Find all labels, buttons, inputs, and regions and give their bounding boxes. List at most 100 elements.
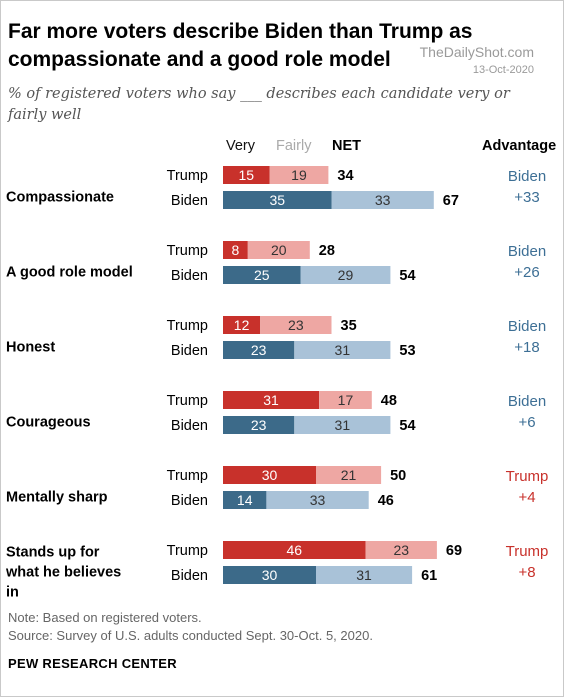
value-trump-fairly-honest: 23 xyxy=(288,317,304,333)
trait-label-compassionate: Compassionate xyxy=(6,190,114,206)
candidate-label-biden: Biden xyxy=(171,418,208,434)
value-trump-very-compassionate: 15 xyxy=(238,167,254,183)
candidate-label-biden: Biden xyxy=(171,268,208,284)
value-trump-very-honest: 12 xyxy=(234,317,250,333)
value-trump-very-a-good-role-model: 8 xyxy=(232,242,240,258)
value-biden-very-mentally-sharp: 14 xyxy=(237,492,253,508)
title-line-2: compassionate and a good role model xyxy=(8,48,391,71)
advantage-value-courageous: +6 xyxy=(518,414,535,431)
advantage-value-stands-up-for-what-he-believes-in: +8 xyxy=(518,564,535,581)
trait-label-stands-up-for-what-he-believes-in: Stands up for xyxy=(6,545,100,561)
value-biden-net-mentally-sharp: 46 xyxy=(378,493,394,509)
advantage-who-mentally-sharp: Trump xyxy=(506,468,549,485)
stacked-bar-chart: Compassionate Trump 15 19 34 Biden 35 33 67 Biden… xyxy=(5,166,549,601)
watermark-site: TheDailyShot.com xyxy=(419,44,534,60)
value-biden-fairly-compassionate: 33 xyxy=(375,192,391,208)
candidate-label-biden: Biden xyxy=(171,193,208,209)
candidate-label-trump: Trump xyxy=(167,468,208,484)
header-very: Very xyxy=(226,138,256,154)
bar-biden-very-compassionate xyxy=(223,191,332,209)
value-biden-fairly-honest: 31 xyxy=(335,342,351,358)
value-biden-fairly-courageous: 31 xyxy=(335,417,351,433)
candidate-label-biden: Biden xyxy=(171,493,208,509)
candidate-label-trump: Trump xyxy=(167,393,208,409)
header-advantage: Advantage xyxy=(482,138,557,154)
header-fairly: Fairly xyxy=(276,138,312,154)
watermark-date: 13-Oct-2020 xyxy=(472,64,534,76)
advantage-value-a-good-role-model: +26 xyxy=(514,264,539,281)
bar-trump-fairly-stands-up-for-what-he-believes-in xyxy=(365,541,437,559)
org-credit: PEW RESEARCH CENTER xyxy=(8,656,177,671)
bar-trump-fairly-a-good-role-model xyxy=(247,241,310,259)
value-biden-net-compassionate: 67 xyxy=(443,193,459,209)
bar-trump-very-courageous xyxy=(223,391,320,409)
bar-biden-fairly-compassionate xyxy=(331,191,434,209)
advantage-who-honest: Biden xyxy=(508,318,546,335)
value-biden-fairly-stands-up-for-what-he-believes-in: 31 xyxy=(356,567,372,583)
value-biden-very-stands-up-for-what-he-believes-in: 30 xyxy=(262,567,278,583)
advantage-who-courageous: Biden xyxy=(508,393,546,410)
bar-trump-very-mentally-sharp xyxy=(223,466,316,484)
value-trump-fairly-courageous: 17 xyxy=(338,392,354,408)
bar-biden-very-a-good-role-model xyxy=(223,266,301,284)
candidate-label-trump: Trump xyxy=(167,168,208,184)
value-biden-fairly-a-good-role-model: 29 xyxy=(338,267,354,283)
title-line-1: Far more voters describe Biden than Trum… xyxy=(8,20,473,43)
bar-trump-fairly-courageous xyxy=(319,391,372,409)
bar-biden-fairly-mentally-sharp xyxy=(266,491,369,509)
value-biden-very-courageous: 23 xyxy=(251,417,267,433)
trait-label-honest: Honest xyxy=(6,340,55,356)
advantage-who-a-good-role-model: Biden xyxy=(508,243,546,260)
bar-trump-fairly-compassionate xyxy=(269,166,329,184)
chart-subtitle: % of registered voters who say ___ descr… xyxy=(8,84,538,126)
advantage-value-honest: +18 xyxy=(514,339,539,356)
candidate-label-trump: Trump xyxy=(167,243,208,259)
value-biden-fairly-mentally-sharp: 33 xyxy=(310,492,326,508)
bar-trump-fairly-honest xyxy=(260,316,332,334)
trait-label-stands-up-for-what-he-believes-in: in xyxy=(6,585,19,601)
advantage-who-compassionate: Biden xyxy=(508,168,546,185)
bar-biden-fairly-a-good-role-model xyxy=(300,266,391,284)
trait-label-a-good-role-model: A good role model xyxy=(6,265,133,281)
bar-biden-very-mentally-sharp xyxy=(223,491,267,509)
bar-trump-very-a-good-role-model xyxy=(223,241,248,259)
bar-biden-fairly-stands-up-for-what-he-believes-in xyxy=(316,566,413,584)
value-trump-very-stands-up-for-what-he-believes-in: 46 xyxy=(287,542,303,558)
trait-label-courageous: Courageous xyxy=(6,415,91,431)
value-trump-fairly-mentally-sharp: 21 xyxy=(341,467,357,483)
header-net: NET xyxy=(332,138,361,154)
value-trump-fairly-a-good-role-model: 20 xyxy=(271,242,287,258)
value-biden-very-honest: 23 xyxy=(251,342,267,358)
value-biden-net-a-good-role-model: 54 xyxy=(399,268,415,284)
bar-trump-very-honest xyxy=(223,316,261,334)
subtitle-line-1: % of registered voters who say ___ descr… xyxy=(8,86,510,102)
bar-trump-fairly-mentally-sharp xyxy=(316,466,382,484)
advantage-value-mentally-sharp: +4 xyxy=(518,489,535,506)
bar-biden-very-honest xyxy=(223,341,295,359)
value-biden-net-stands-up-for-what-he-believes-in: 61 xyxy=(421,568,437,584)
candidate-label-biden: Biden xyxy=(171,343,208,359)
value-trump-net-stands-up-for-what-he-believes-in: 69 xyxy=(446,543,462,559)
footer-source: Source: Survey of U.S. adults conducted … xyxy=(8,628,373,643)
value-trump-very-mentally-sharp: 30 xyxy=(262,467,278,483)
candidate-label-trump: Trump xyxy=(167,543,208,559)
value-trump-net-courageous: 48 xyxy=(381,393,397,409)
value-biden-very-compassionate: 35 xyxy=(269,192,285,208)
value-trump-fairly-stands-up-for-what-he-believes-in: 23 xyxy=(393,542,409,558)
bar-trump-very-stands-up-for-what-he-believes-in xyxy=(223,541,366,559)
trait-label-mentally-sharp: Mentally sharp xyxy=(6,490,108,506)
chart-title: Far more voters describe Biden than Trum… xyxy=(8,18,508,74)
bar-biden-fairly-honest xyxy=(294,341,391,359)
value-trump-fairly-compassionate: 19 xyxy=(291,167,307,183)
bar-biden-fairly-courageous xyxy=(294,416,391,434)
value-biden-net-honest: 53 xyxy=(399,343,415,359)
candidate-label-trump: Trump xyxy=(167,318,208,334)
value-trump-very-courageous: 31 xyxy=(263,392,279,408)
bar-biden-very-courageous xyxy=(223,416,295,434)
value-trump-net-mentally-sharp: 50 xyxy=(390,468,406,484)
value-trump-net-compassionate: 34 xyxy=(337,168,353,184)
advantage-value-compassionate: +33 xyxy=(514,189,539,206)
candidate-label-biden: Biden xyxy=(171,568,208,584)
value-biden-very-a-good-role-model: 25 xyxy=(254,267,270,283)
bar-trump-very-compassionate xyxy=(223,166,270,184)
